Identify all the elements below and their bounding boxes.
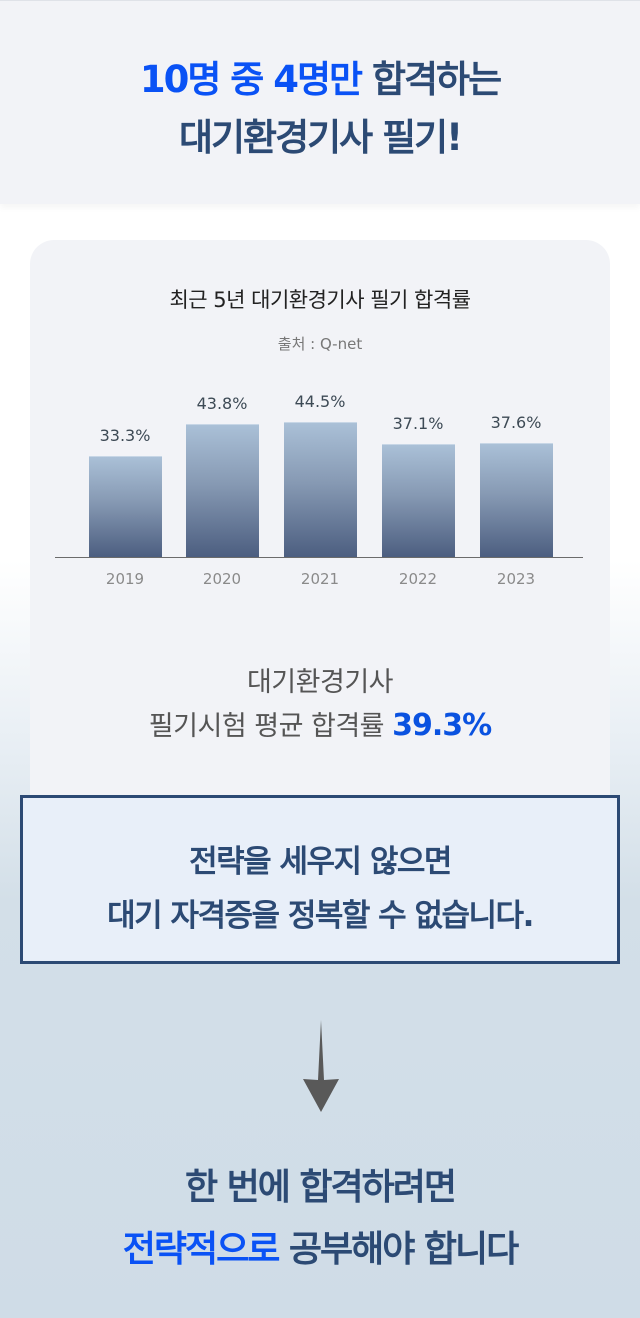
x-axis-line xyxy=(55,557,583,558)
bar-value-label: 37.1% xyxy=(392,414,444,433)
x-tick-label: 2021 xyxy=(300,570,340,588)
chart-source: 출처 : Q-net xyxy=(277,335,363,353)
bar-value-label: 44.5% xyxy=(294,392,346,411)
x-tick-label: 2023 xyxy=(496,570,536,588)
hero-highlight: 10명 중 4명만 xyxy=(139,58,363,101)
bar-value-label: 33.3% xyxy=(99,426,151,445)
callout-line2: 대기 자격증을 정복할 수 없습니다. xyxy=(107,898,534,934)
bar-2022 xyxy=(382,444,455,557)
hero-headline-line2: 대기환경기사 필기! xyxy=(178,116,463,159)
bar-value-label: 37.6% xyxy=(490,413,542,432)
average-value: 39.3% xyxy=(392,708,492,743)
bar-value-label: 43.8% xyxy=(196,394,248,413)
bar-2023 xyxy=(480,443,553,557)
final-message-line2: 전략적으로 공부해야 합니다 xyxy=(0,1220,640,1272)
x-tick-label: 2022 xyxy=(398,570,438,588)
average-label-text: 필기시험 평균 합격률 xyxy=(148,711,393,742)
average-label-line2: 필기시험 평균 합격률 39.3% xyxy=(0,704,640,743)
final-message-line1: 한 번에 합격하려면 xyxy=(184,1167,457,1208)
warning-callout-box: 전략을 세우지 않으면 대기 자격증을 정복할 수 없습니다. xyxy=(20,795,620,964)
bar-2019 xyxy=(89,456,162,557)
chart-title: 최근 5년 대기환경기사 필기 합격률 xyxy=(169,288,471,312)
arrow-down-icon xyxy=(303,1020,339,1112)
hero-line1-rest: 합격하는 xyxy=(361,58,502,101)
final-line2-rest: 공부해야 합니다 xyxy=(278,1229,519,1270)
bar-2020 xyxy=(186,424,259,557)
x-tick-label: 2019 xyxy=(105,570,145,588)
x-tick-label: 2020 xyxy=(202,570,242,588)
callout-line1: 전략을 세우지 않으면 xyxy=(189,844,452,880)
hero-banner: 10명 중 4명만 합격하는 대기환경기사 필기! xyxy=(0,0,640,204)
hero-headline-line1: 10명 중 4명만 합격하는 xyxy=(0,49,640,103)
final-highlight: 전략적으로 xyxy=(122,1229,281,1270)
average-label-line1: 대기환경기사 xyxy=(246,667,394,698)
bar-2021 xyxy=(284,422,357,557)
